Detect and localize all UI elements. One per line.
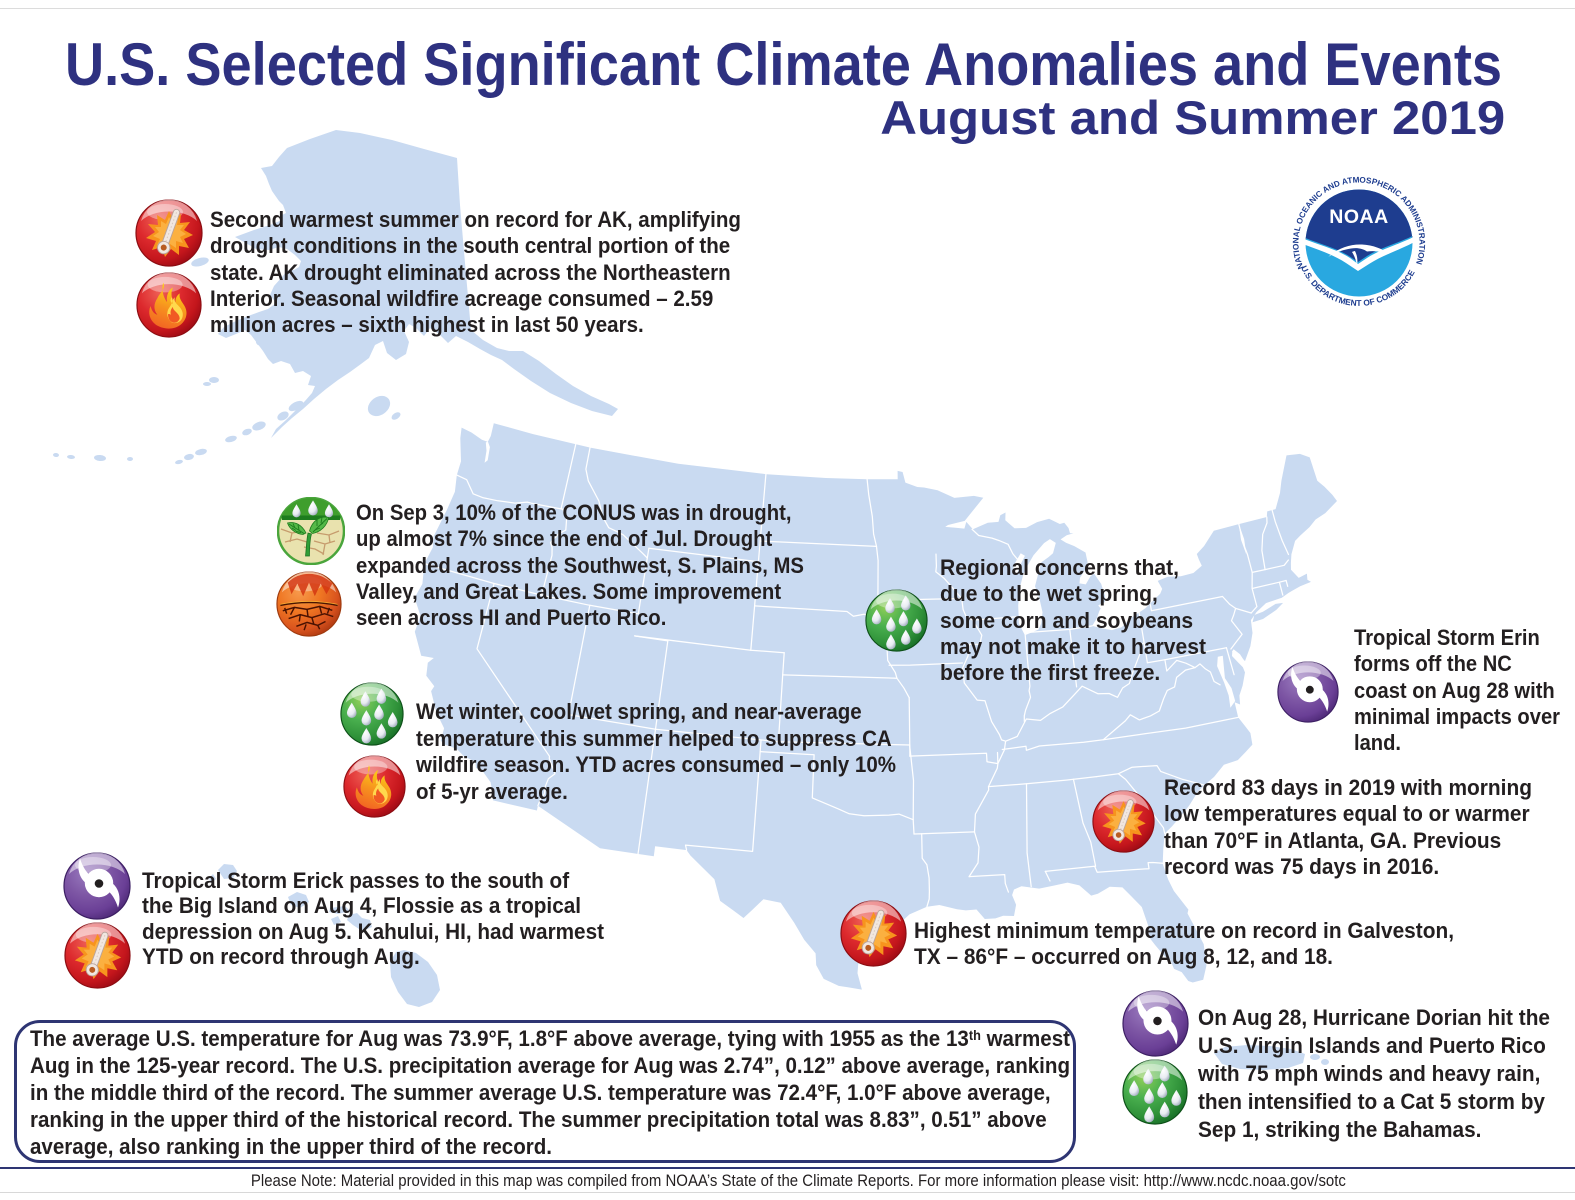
svg-text:NOAA: NOAA	[1329, 206, 1388, 228]
